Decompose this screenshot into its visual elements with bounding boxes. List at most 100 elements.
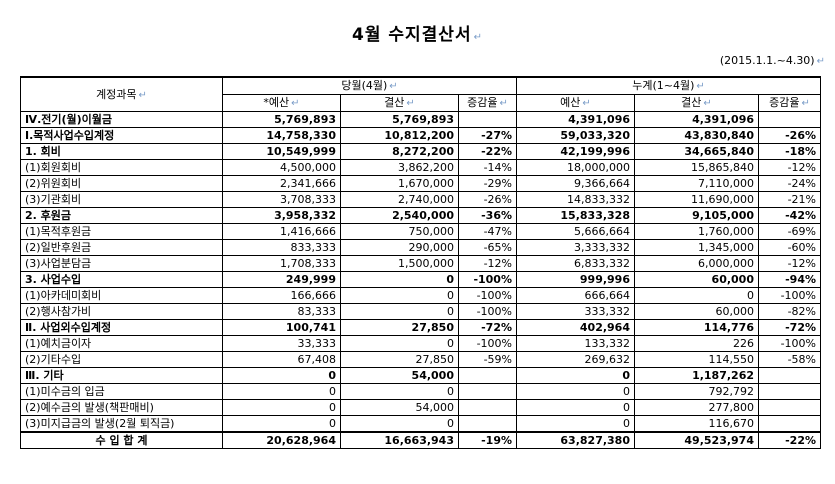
- cell-settlement-cumulative: 0: [634, 287, 759, 304]
- cell-rate-current: [458, 111, 517, 128]
- cell-budget-cumulative: 133,332: [516, 335, 635, 352]
- table-row: (2)일반후원금 833,333 290,000 -65% 3,333,332 1,345…: [20, 239, 821, 256]
- cell-rate-cumulative: -42%: [758, 207, 821, 224]
- cell-budget-cumulative: 5,666,664: [516, 223, 635, 240]
- cell-settlement-cumulative: 60,000: [634, 271, 759, 288]
- table-row: 2. 후원금 3,958,332 2,540,000 -36% 15,833,328 9,…: [20, 207, 821, 224]
- cell-rate-current: -12%: [458, 255, 517, 272]
- cell-settlement-current: 27,850: [340, 319, 459, 336]
- cell-settlement-current: 0: [340, 287, 459, 304]
- cell-settlement-cumulative: 792,792: [634, 383, 759, 400]
- table-row: Ⅰ.목적사업수입계정 14,758,330 10,812,200 -27% 59,033…: [20, 127, 821, 144]
- cell-settlement-cumulative: 7,110,000: [634, 175, 759, 192]
- cell-budget-cumulative: 18,000,000: [516, 159, 635, 176]
- table-body: Ⅳ.전기(월)이월금 5,769,893 5,769,893 4,391,096 4,3…: [20, 111, 821, 449]
- cell-settlement-cumulative: 1,187,262: [634, 367, 759, 384]
- cell-budget-current: 0: [222, 415, 341, 433]
- cell-account: Ⅱ. 사업외수입계정: [20, 319, 223, 336]
- cell-settlement-current: 0: [340, 271, 459, 288]
- cell-rate-cumulative: -82%: [758, 303, 821, 320]
- cell-account: (1)목적후원금: [20, 223, 223, 240]
- settlement-table: 계정과목 ↵ 당월(4월) ↵ 누계(1~4월) ↵ *예산 ↵ 결산 ↵ 증감율 ↵ 예산…: [20, 76, 821, 449]
- cell-rate-current: -22%: [458, 143, 517, 160]
- cell-budget-cumulative: 14,833,332: [516, 191, 635, 208]
- cell-settlement-cumulative: 1,760,000: [634, 223, 759, 240]
- cell-budget-current: 3,958,332: [222, 207, 341, 224]
- header-cumulative: 누계(1~4월) ↵: [516, 76, 821, 95]
- cell-settlement-current: 27,850: [340, 351, 459, 368]
- cell-account: Ⅲ. 기타: [20, 367, 223, 384]
- cell-settlement-cumulative: 4,391,096: [634, 111, 759, 128]
- cell-rate-current: -100%: [458, 287, 517, 304]
- cell-settlement-cumulative: 43,830,840: [634, 127, 759, 144]
- cell-budget-current: 67,408: [222, 351, 341, 368]
- cell-account: (3)기관회비: [20, 191, 223, 208]
- cell-budget-current: 100,741: [222, 319, 341, 336]
- cell-budget-current: 14,758,330: [222, 127, 341, 144]
- cell-budget-current: 249,999: [222, 271, 341, 288]
- cell-account: (3)사업분담금: [20, 255, 223, 272]
- table-row: Ⅳ.전기(월)이월금 5,769,893 5,769,893 4,391,096 4,3…: [20, 111, 821, 128]
- cell-settlement-cumulative: 49,523,974: [634, 431, 759, 449]
- cell-rate-cumulative: [758, 399, 821, 416]
- cell-settlement-current: 0: [340, 303, 459, 320]
- header-budget-cumulative: 예산 ↵: [516, 94, 635, 112]
- header-budget-current: *예산 ↵: [222, 94, 341, 112]
- cell-rate-cumulative: [758, 111, 821, 128]
- cell-rate-cumulative: -94%: [758, 271, 821, 288]
- table-row: 3. 사업수입 249,999 0 -100% 999,996 60,000 -94%: [20, 271, 821, 288]
- cell-rate-cumulative: [758, 415, 821, 433]
- cell-account: (1)아카데미회비: [20, 287, 223, 304]
- cell-settlement-cumulative: 34,665,840: [634, 143, 759, 160]
- table-row: (1)아카데미회비 166,666 0 -100% 666,664 0 -100%: [20, 287, 821, 304]
- cell-rate-cumulative: -12%: [758, 159, 821, 176]
- cell-settlement-current: 1,670,000: [340, 175, 459, 192]
- cell-rate-cumulative: -12%: [758, 255, 821, 272]
- cell-budget-current: 20,628,964: [222, 431, 341, 449]
- cell-budget-current: 0: [222, 383, 341, 400]
- cell-rate-cumulative: -21%: [758, 191, 821, 208]
- cell-rate-current: -26%: [458, 191, 517, 208]
- table-row: (2)예수금의 발생(책판매비) 0 54,000 0 277,800: [20, 399, 821, 416]
- cell-budget-cumulative: 59,033,320: [516, 127, 635, 144]
- header-current-month: 당월(4월) ↵: [222, 76, 517, 95]
- cell-account: Ⅳ.전기(월)이월금: [20, 111, 223, 128]
- cell-rate-cumulative: -26%: [758, 127, 821, 144]
- cell-budget-cumulative: 15,833,328: [516, 207, 635, 224]
- table-row: (1)미수금의 입금 0 0 0 792,792: [20, 383, 821, 400]
- cell-rate-cumulative: -24%: [758, 175, 821, 192]
- cell-account: 수 입 합 계: [20, 431, 223, 449]
- cell-settlement-current: 290,000: [340, 239, 459, 256]
- cell-account: (2)행사참가비: [20, 303, 223, 320]
- cell-budget-cumulative: 333,332: [516, 303, 635, 320]
- cell-account: (3)미지급금의 발생(2월 퇴직금): [20, 415, 223, 433]
- cell-settlement-cumulative: 6,000,000: [634, 255, 759, 272]
- cell-rate-cumulative: -22%: [758, 431, 821, 449]
- cell-account: (1)예치금이자: [20, 335, 223, 352]
- cell-rate-cumulative: [758, 383, 821, 400]
- cell-budget-current: 10,549,999: [222, 143, 341, 160]
- period-label: (2015.1.1.~4.30) ↵: [720, 54, 825, 67]
- cell-budget-current: 833,333: [222, 239, 341, 256]
- table-row: Ⅲ. 기타 0 54,000 0 1,187,262: [20, 367, 821, 384]
- cell-budget-current: 0: [222, 399, 341, 416]
- cell-rate-current: -100%: [458, 303, 517, 320]
- cell-rate-cumulative: -58%: [758, 351, 821, 368]
- cell-settlement-current: 16,663,943: [340, 431, 459, 449]
- cell-rate-current: -47%: [458, 223, 517, 240]
- cell-budget-current: 5,769,893: [222, 111, 341, 128]
- cell-rate-cumulative: -72%: [758, 319, 821, 336]
- cell-rate-current: -72%: [458, 319, 517, 336]
- paragraph-mark-icon: ↵: [816, 56, 825, 67]
- period-text: (2015.1.1.~4.30): [719, 54, 815, 67]
- cell-rate-current: -36%: [458, 207, 517, 224]
- table-row: (3)미지급금의 발생(2월 퇴직금) 0 0 0 116,670: [20, 415, 821, 433]
- cell-rate-current: -100%: [458, 335, 517, 352]
- cell-settlement-cumulative: 15,865,840: [634, 159, 759, 176]
- table-row: (2)행사참가비 83,333 0 -100% 333,332 60,000 -82%: [20, 303, 821, 320]
- cell-budget-cumulative: 9,366,664: [516, 175, 635, 192]
- cell-rate-cumulative: -60%: [758, 239, 821, 256]
- header-settlement-cumulative: 결산 ↵: [634, 94, 759, 112]
- cell-rate-cumulative: [758, 367, 821, 384]
- header-settlement-current: 결산 ↵: [340, 94, 459, 112]
